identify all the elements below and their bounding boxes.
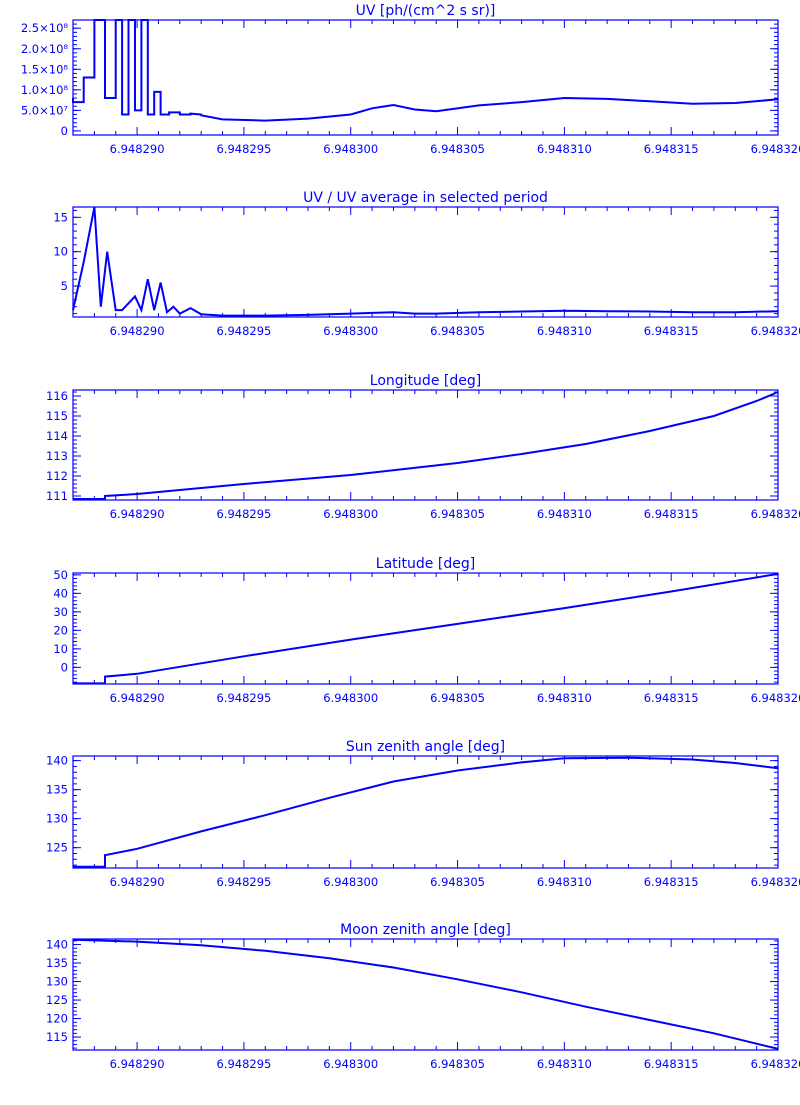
x-tick-label: 6.948295 <box>216 142 271 156</box>
x-tick-label: 6.948310 <box>537 507 592 521</box>
series-line-1 <box>72 206 779 317</box>
x-tick-label: 6.948315 <box>644 142 699 156</box>
y-tick-label: 10 <box>53 245 68 259</box>
x-tick-label: 6.948290 <box>110 324 165 338</box>
x-tick-label: 6.948300 <box>323 142 378 156</box>
y-tick-label: 1.0×10⁸ <box>21 83 69 97</box>
y-tick-label: 0 <box>61 660 68 674</box>
y-tick-label: 5 <box>61 279 68 293</box>
y-tick-label: 140 <box>46 754 68 768</box>
x-tick-label: 6.948320 <box>751 507 800 521</box>
x-tick-label: 6.948290 <box>110 875 165 889</box>
x-tick-label: 6.948315 <box>644 875 699 889</box>
x-tick-label: 6.948305 <box>430 1057 485 1071</box>
y-tick-label: 116 <box>46 389 68 403</box>
y-tick-label: 5.0×10⁷ <box>21 103 69 117</box>
chart-title: UV [ph/(cm^2 s sr)] <box>356 3 496 19</box>
x-tick-label: 6.948300 <box>323 1057 378 1071</box>
y-tick-label: 130 <box>46 812 68 826</box>
series-line-1 <box>72 19 779 122</box>
x-tick-label: 6.948320 <box>751 142 800 156</box>
y-tick-label: 125 <box>46 993 68 1007</box>
x-tick-label: 6.948310 <box>537 1057 592 1071</box>
x-tick-label: 6.948290 <box>110 142 165 156</box>
y-tick-label: 114 <box>46 429 68 443</box>
y-tick-label: 140 <box>46 938 68 952</box>
y-tick-label: 50 <box>53 568 68 582</box>
x-tick-label: 6.948310 <box>537 691 592 705</box>
x-tick-label: 6.948320 <box>751 875 800 889</box>
plot-frame <box>72 755 779 869</box>
chart-panel-4: Latitude [deg] 6.948290 6.948295 6.948300 6.… <box>53 556 800 705</box>
y-tick-label: 111 <box>46 489 68 503</box>
y-tick-label: 115 <box>46 1030 68 1044</box>
x-tick-label: 6.948290 <box>110 507 165 521</box>
x-tick-label: 6.948320 <box>751 691 800 705</box>
x-tick-label: 6.948310 <box>537 324 592 338</box>
series-line-1 <box>72 938 779 1050</box>
y-tick-label: 125 <box>46 841 68 855</box>
chart-panel-1: UV [ph/(cm^2 s sr)] 6.948290 6.948295 6.948… <box>21 3 800 156</box>
plot-frame <box>72 572 779 685</box>
chart-title: Sun zenith angle [deg] <box>346 739 505 755</box>
y-tick-label: 115 <box>46 409 68 423</box>
plot-frame <box>72 389 779 501</box>
y-tick-label: 112 <box>46 469 68 483</box>
y-tick-label: 20 <box>53 623 68 637</box>
y-tick-label: 130 <box>46 975 68 989</box>
y-tick-label: 2.0×10⁸ <box>21 42 69 56</box>
series-line-1 <box>73 391 779 500</box>
chart-panel-3: Longitude [deg] 6.948290 6.948295 6.948300 6… <box>46 373 800 521</box>
y-tick-label: 30 <box>53 605 68 619</box>
x-tick-label: 6.948290 <box>110 691 165 705</box>
chart-title: Longitude [deg] <box>370 373 481 389</box>
plot-frame <box>72 206 779 318</box>
series-line-1 <box>73 572 779 685</box>
x-tick-label: 6.948295 <box>216 507 271 521</box>
x-tick-label: 6.948320 <box>751 324 800 338</box>
x-tick-label: 6.948300 <box>323 324 378 338</box>
x-tick-label: 6.948290 <box>110 1057 165 1071</box>
y-tick-label: 10 <box>53 642 68 656</box>
x-tick-label: 6.948295 <box>216 1057 271 1071</box>
y-tick-label: 120 <box>46 1012 68 1026</box>
chart-panel-5: Sun zenith angle [deg] 6.948290 6.948295 6.… <box>46 739 800 889</box>
y-tick-label: 15 <box>53 210 68 224</box>
plot-frame <box>72 19 779 136</box>
y-tick-label: 2.5×10⁸ <box>21 21 69 35</box>
y-tick-label: 113 <box>46 449 68 463</box>
x-tick-label: 6.948315 <box>644 507 699 521</box>
x-tick-label: 6.948295 <box>216 691 271 705</box>
x-tick-label: 6.948315 <box>644 324 699 338</box>
chart-panel-2: UV / UV average in selected period 6.9482… <box>53 190 800 338</box>
x-tick-label: 6.948310 <box>537 875 592 889</box>
x-tick-label: 6.948315 <box>644 691 699 705</box>
y-tick-label: 1.5×10⁸ <box>21 62 69 76</box>
x-tick-label: 6.948320 <box>751 1057 800 1071</box>
y-tick-label: 40 <box>53 586 68 600</box>
chart-panel-6: Moon zenith angle [deg] 6.948290 6.948295 6… <box>46 922 800 1071</box>
x-tick-label: 6.948300 <box>323 875 378 889</box>
x-tick-label: 6.948300 <box>323 507 378 521</box>
x-tick-label: 6.948305 <box>430 142 485 156</box>
x-tick-label: 6.948295 <box>216 875 271 889</box>
y-tick-label: 135 <box>46 956 68 970</box>
x-tick-label: 6.948305 <box>430 875 485 889</box>
x-tick-label: 6.948305 <box>430 507 485 521</box>
chart-title: Moon zenith angle [deg] <box>340 922 511 938</box>
y-tick-label: 135 <box>46 783 68 797</box>
x-tick-label: 6.948305 <box>430 691 485 705</box>
chart-title: Latitude [deg] <box>376 556 475 572</box>
x-tick-label: 6.948310 <box>537 142 592 156</box>
plot-frame <box>72 938 779 1051</box>
y-tick-label: 0 <box>61 124 68 138</box>
series-line-1 <box>73 756 779 868</box>
x-tick-label: 6.948300 <box>323 691 378 705</box>
x-tick-label: 6.948305 <box>430 324 485 338</box>
x-tick-label: 6.948295 <box>216 324 271 338</box>
chart-title: UV / UV average in selected period <box>303 190 548 206</box>
x-tick-label: 6.948315 <box>644 1057 699 1071</box>
